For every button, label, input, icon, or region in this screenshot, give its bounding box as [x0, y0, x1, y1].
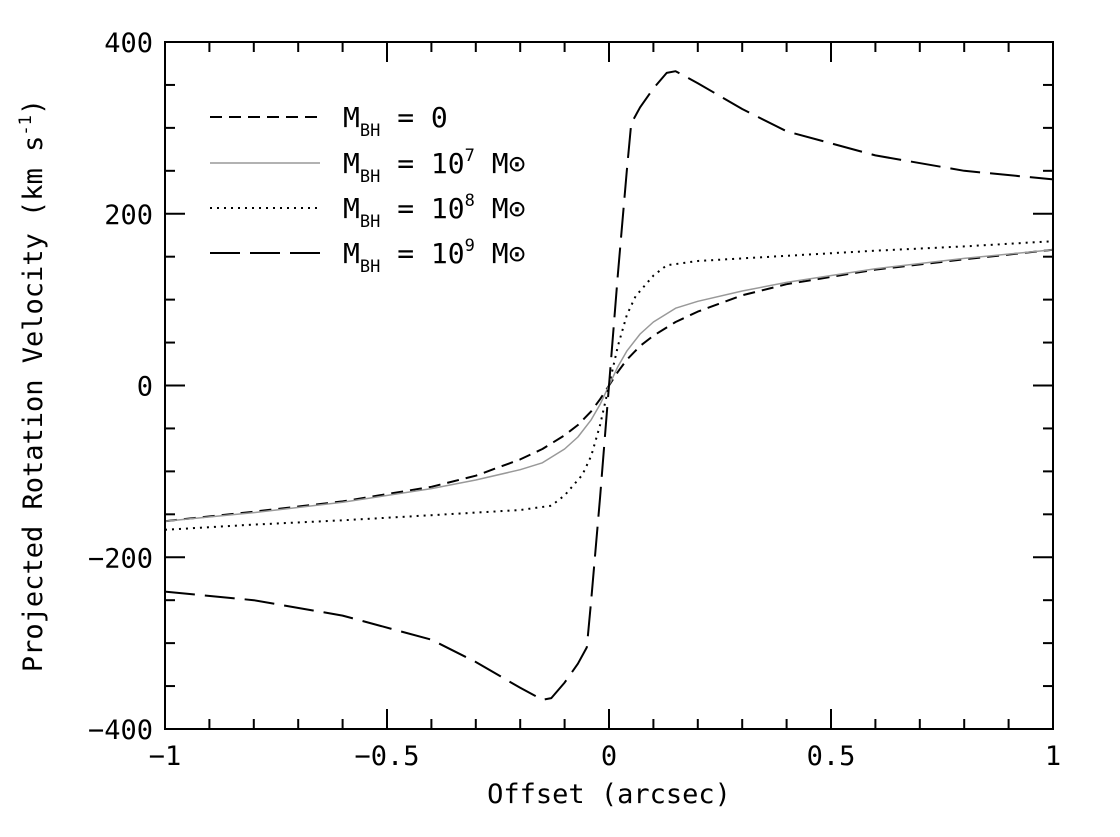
legend-label-sub: BH	[360, 167, 380, 187]
x-axis-label: Offset (arcsec)	[487, 779, 731, 810]
legend-label-main: M	[343, 147, 360, 180]
series-line-3	[164, 70, 1054, 701]
legend-label-3: MBH = 109 M⊙	[343, 236, 525, 277]
y-tick-label: −200	[88, 543, 153, 574]
legend-label-sub: BH	[360, 212, 380, 232]
y-tick-label: −400	[88, 715, 153, 746]
legend-label-main: M	[343, 101, 360, 134]
x-tick-label: 1	[1045, 741, 1061, 772]
legend-label-tail: M⊙	[475, 192, 526, 225]
x-tick-label: −0.5	[354, 741, 419, 772]
legend-label-main: M	[343, 237, 360, 270]
legend-label-tail: M⊙	[475, 237, 526, 270]
x-tick-label: 0	[601, 741, 617, 772]
legend-label-eq: = 10	[380, 192, 464, 225]
y-tick-label: 400	[104, 28, 153, 59]
axis-tick-labels: −1 −0.5 0 0.5 1 −400 −200 0 200 400	[88, 28, 1061, 772]
y-axis-label-tail: )	[18, 99, 49, 115]
series-lines	[164, 70, 1054, 701]
legend-label-0: MBH = 0	[343, 101, 448, 141]
legend-label-eq: = 10	[380, 237, 464, 270]
y-axis-label-superscript: -1	[16, 115, 36, 135]
legend-label-main: M	[343, 192, 360, 225]
x-tick-label: 0.5	[807, 741, 856, 772]
plot-frame	[164, 41, 1054, 730]
legend-label-eq: = 0	[380, 101, 447, 134]
x-tick-label: −1	[149, 741, 182, 772]
legend-label-tail: M⊙	[475, 147, 526, 180]
legend-label-sup: 8	[465, 191, 475, 211]
y-tick-label: 200	[104, 200, 153, 231]
legend-label-sub: BH	[360, 121, 380, 141]
legend-label-eq: = 10	[380, 147, 464, 180]
legend-label-sup: 9	[465, 236, 475, 256]
legend-label-sub: BH	[360, 257, 380, 277]
legend-label-sup: 7	[465, 146, 475, 166]
y-axis-label: Projected Rotation Velocity (km s-1)	[16, 99, 49, 672]
y-axis-label-main: Projected Rotation Velocity (km s	[18, 136, 49, 672]
legend-label-1: MBH = 107 M⊙	[343, 146, 525, 187]
legend-label-2: MBH = 108 M⊙	[343, 191, 525, 232]
y-tick-label: 0	[137, 372, 153, 403]
